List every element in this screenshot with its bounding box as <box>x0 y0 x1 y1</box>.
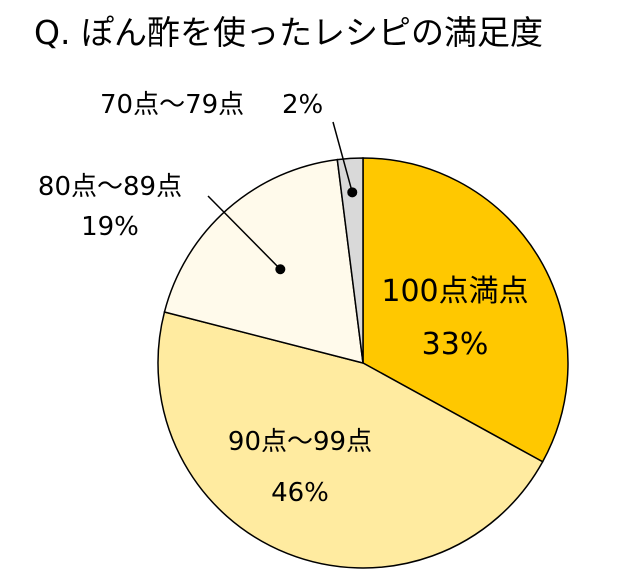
pie-slice-100 <box>362 157 569 463</box>
leader-lines <box>207 121 358 275</box>
slice-label-70-79: 70点～79点 <box>100 90 244 120</box>
slice-value-100: 33% <box>422 327 489 362</box>
pie-slices <box>157 157 569 569</box>
slice-label-90-99: 90点～99点 <box>228 427 372 457</box>
pie-slice-90-99 <box>157 311 544 569</box>
pie-slice-80-89 <box>163 158 364 365</box>
slice-value-80-89: 19% <box>81 212 139 242</box>
slice-label-100: 100点満点 <box>381 274 528 309</box>
slice-value-90-99: 46% <box>271 478 329 508</box>
slice-label-80-89: 80点～89点 <box>38 172 182 202</box>
leader-line-70-79 <box>332 121 353 193</box>
pie-slice-70-79 <box>336 157 364 364</box>
slice-value-70-79: 2% <box>282 90 323 120</box>
leader-line-80-89 <box>207 195 281 270</box>
leader-dot-70-79 <box>347 187 358 198</box>
leader-dot-80-89 <box>275 264 286 275</box>
chart-title: Q. ぽん酢を使ったレシピの満足度 <box>34 13 543 52</box>
